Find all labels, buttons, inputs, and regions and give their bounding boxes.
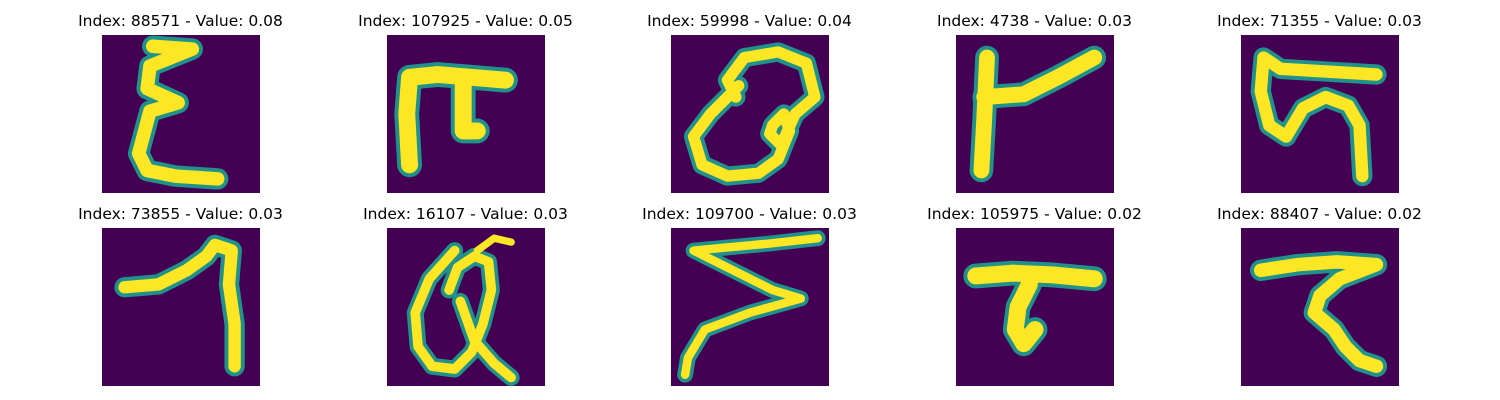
panel-9: Index: 105975 - Value: 0.02 [892, 193, 1177, 386]
panel-image [670, 228, 829, 386]
panel-title: Index: 88407 - Value: 0.02 [1217, 205, 1422, 223]
panel-image [386, 35, 545, 193]
panel-1: Index: 88571 - Value: 0.08 [38, 0, 323, 193]
panel-image [101, 228, 260, 386]
panel-image [955, 228, 1114, 386]
panel-title: Index: 4738 - Value: 0.03 [937, 12, 1132, 30]
panel-6: Index: 73855 - Value: 0.03 [38, 193, 323, 386]
panel-image [1240, 35, 1399, 193]
panel-image [386, 228, 545, 386]
panel-2: Index: 107925 - Value: 0.05 [323, 0, 608, 193]
panel-title: Index: 16107 - Value: 0.03 [363, 205, 568, 223]
panel-10: Index: 88407 - Value: 0.02 [1177, 193, 1462, 386]
panel-image [101, 35, 260, 193]
panel-title: Index: 109700 - Value: 0.03 [642, 205, 857, 223]
panel-title: Index: 59998 - Value: 0.04 [647, 12, 852, 30]
panel-title: Index: 71355 - Value: 0.03 [1217, 12, 1422, 30]
panel-title: Index: 88571 - Value: 0.08 [78, 12, 283, 30]
panel-title: Index: 107925 - Value: 0.05 [358, 12, 573, 30]
panel-8: Index: 109700 - Value: 0.03 [607, 193, 892, 386]
panel-3: Index: 59998 - Value: 0.04 [607, 0, 892, 193]
panel-5: Index: 71355 - Value: 0.03 [1177, 0, 1462, 193]
panel-image [1240, 228, 1399, 386]
panel-image [955, 35, 1114, 193]
panel-7: Index: 16107 - Value: 0.03 [323, 193, 608, 386]
panel-title: Index: 73855 - Value: 0.03 [78, 205, 283, 223]
panel-title: Index: 105975 - Value: 0.02 [927, 205, 1142, 223]
panel-image [670, 35, 829, 193]
panel-4: Index: 4738 - Value: 0.03 [892, 0, 1177, 193]
